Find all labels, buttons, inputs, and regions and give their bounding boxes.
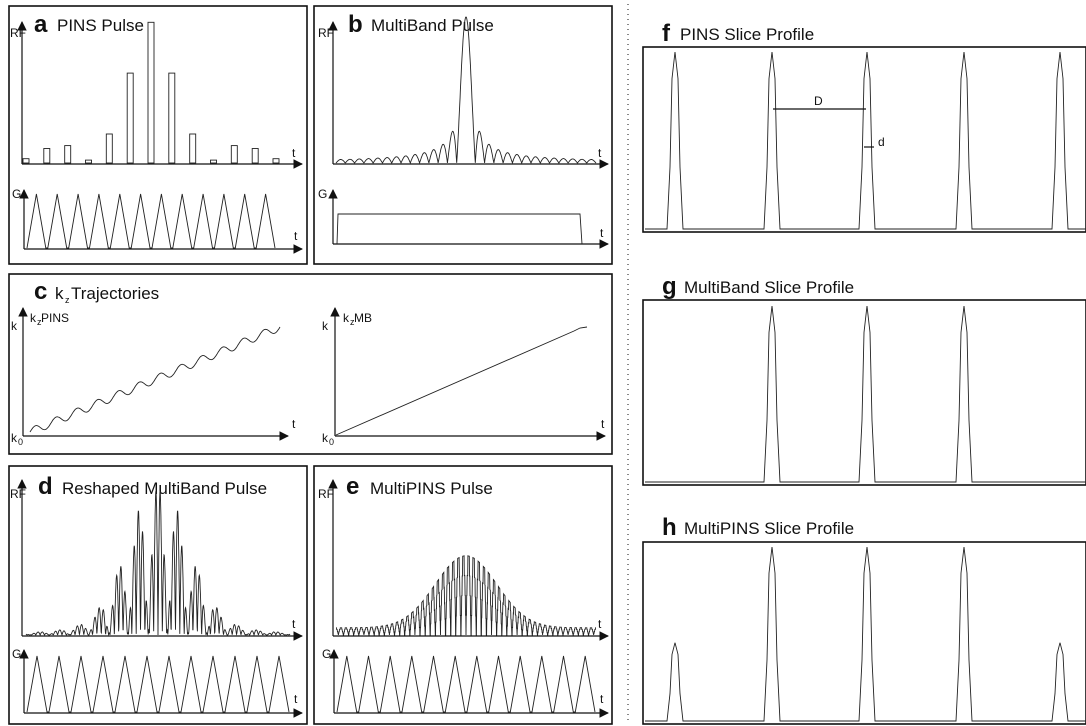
panel-c-letter: c <box>34 278 47 305</box>
panel-d-t-label: t <box>292 617 296 631</box>
panel-e-rf-waveform <box>336 555 596 636</box>
panel-e-gradient-wave <box>336 655 596 713</box>
panel-b-frame <box>313 5 613 265</box>
panel-b-g-label: G <box>318 187 327 201</box>
pins-rf-bar <box>22 158 30 164</box>
pins-rf-bar <box>43 148 51 164</box>
panel-e-g-label: G <box>322 647 331 661</box>
panel-a-gradient-wave <box>26 193 276 249</box>
panel-f-D-label: D <box>814 94 823 108</box>
pins-rf-bar <box>147 21 155 164</box>
panel-b: b MultiBand Pulse RF t G t <box>318 11 609 249</box>
panel-c-right-t-label: t <box>601 417 605 431</box>
panel-b-g-t-label: t <box>600 226 604 240</box>
panel-h-slice-profile <box>645 546 1086 722</box>
panel-c-left-t-label: t <box>292 417 296 431</box>
panel-c-right-curve-sub: z <box>350 317 355 327</box>
panel-e-g-t-label: t <box>600 692 604 706</box>
panel-a-g-t-label: t <box>294 229 298 243</box>
panel-c-mb-trajectory <box>335 326 588 436</box>
panel-c-left-k0-label: k <box>11 431 18 445</box>
panel-f-slice-profile <box>645 51 1086 230</box>
panel-d-g-t-label: t <box>294 692 298 706</box>
panel-h-letter: h <box>662 514 677 541</box>
panel-a-g-label: G <box>12 187 21 201</box>
panel-c-right-k-label: k <box>322 319 329 333</box>
pins-rf-bar <box>64 145 72 164</box>
panel-d-letter: d <box>38 473 53 500</box>
panel-c-title-k: k <box>55 284 64 303</box>
panel-a-letter: a <box>34 11 48 38</box>
panel-f-letter: f <box>662 20 671 47</box>
panel-g-title: MultiBand Slice Profile <box>684 278 854 297</box>
panel-c-frame <box>8 273 613 455</box>
panel-c-left-k-label: k <box>11 319 18 333</box>
panel-d-rf-waveform <box>25 491 291 637</box>
panel-g: g MultiBand Slice Profile <box>645 273 1086 483</box>
panel-c: c k z Trajectories k k 0 t k z PINS k k … <box>11 278 606 447</box>
panel-c-right-k0-sub: 0 <box>329 437 334 447</box>
panel-a: a PINS Pulse RF t G t <box>10 11 303 254</box>
panel-f-title: PINS Slice Profile <box>680 25 814 44</box>
pins-rf-bar <box>168 72 176 164</box>
pins-rf-bar <box>189 133 197 164</box>
pins-rf-bar <box>251 148 259 164</box>
panel-a-frame <box>8 5 308 265</box>
panel-d-g-label: G <box>12 647 21 661</box>
panel-e-title: MultiPINS Pulse <box>370 479 493 498</box>
panel-g-letter: g <box>662 273 677 300</box>
panel-c-pins-trajectory <box>29 326 281 433</box>
panel-a-title: PINS Pulse <box>57 16 144 35</box>
panel-b-rf-label: RF <box>318 26 334 40</box>
pins-rf-bar <box>105 133 113 164</box>
pins-rf-bar <box>126 72 134 164</box>
panel-d-frame <box>8 465 308 725</box>
panel-b-gradient-plateau <box>336 213 583 245</box>
panel-f-d-label: d <box>878 135 885 149</box>
panel-a-t-label: t <box>292 146 296 160</box>
panel-c-right-curve-name: MB <box>354 311 372 325</box>
panel-b-rf-waveform <box>335 16 597 165</box>
panel-d: d Reshaped MultiBand Pulse RF t G t <box>10 473 303 718</box>
panel-h: h MultiPINS Slice Profile <box>645 514 1086 722</box>
panel-c-left-curve-sub: z <box>37 317 42 327</box>
panel-e: e MultiPINS Pulse RF t G t <box>318 473 609 718</box>
panel-e-frame <box>313 465 613 725</box>
pins-rf-bar <box>272 158 280 164</box>
panel-c-right-k0-label: k <box>322 431 329 445</box>
panel-c-title-sub: z <box>65 295 70 305</box>
panel-d-title: Reshaped MultiBand Pulse <box>62 479 267 498</box>
panel-h-frame <box>642 541 1086 725</box>
panel-g-slice-profile <box>645 305 1086 483</box>
pins-rf-bar <box>210 159 217 164</box>
panel-c-left-k0-sub: 0 <box>18 437 23 447</box>
pins-rf-bar <box>85 159 92 164</box>
panel-a-rf-label: RF <box>10 26 26 40</box>
panel-g-frame <box>642 299 1086 486</box>
panel-b-letter: b <box>348 11 363 38</box>
panel-h-title: MultiPINS Slice Profile <box>684 519 854 538</box>
panel-e-letter: e <box>346 473 359 500</box>
panel-c-left-curve-k: k <box>30 311 37 325</box>
panel-a-rf-bars <box>22 21 280 164</box>
panel-c-title-rest: Trajectories <box>71 284 159 303</box>
panel-d-rf-label: RF <box>10 487 26 501</box>
panel-e-rf-label: RF <box>318 487 334 501</box>
panel-c-right-curve-k: k <box>343 311 350 325</box>
panel-e-t-label: t <box>598 617 602 631</box>
panel-f-frame <box>642 46 1086 233</box>
panel-c-left-curve-name: PINS <box>41 311 69 325</box>
pins-rf-bar <box>230 145 238 164</box>
panel-b-t-label: t <box>598 146 602 160</box>
panel-d-gradient-wave <box>26 655 290 713</box>
panel-b-title: MultiBand Pulse <box>371 16 494 35</box>
panel-f: f PINS Slice Profile D d <box>645 20 1086 230</box>
